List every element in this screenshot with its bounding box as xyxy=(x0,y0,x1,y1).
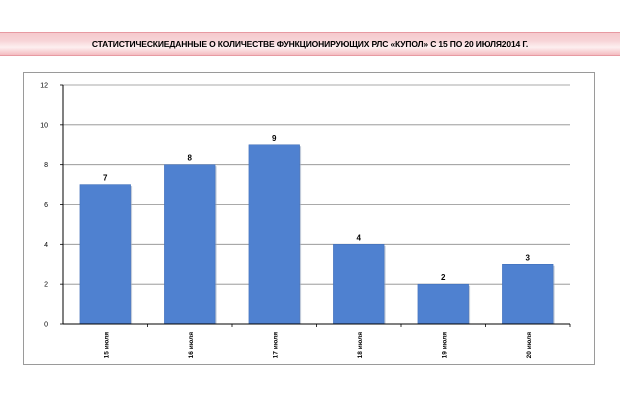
y-tick-label: 12 xyxy=(40,83,48,90)
x-tick-label: 16 июля xyxy=(188,332,195,359)
bars xyxy=(79,144,555,325)
labels: 0 2 4 6 8 10 12 7 15 июля 8 16 июля 9 17 июля 4 18 июл… xyxy=(40,83,533,359)
bar xyxy=(248,144,300,325)
data-label: 9 xyxy=(272,134,277,143)
data-label: 3 xyxy=(526,253,531,262)
y-tick-label: 4 xyxy=(44,242,48,249)
grid-lines xyxy=(63,84,570,285)
bar xyxy=(164,164,216,325)
data-label: 2 xyxy=(441,273,446,282)
x-tick-label: 19 июля xyxy=(441,332,448,359)
chart-title: СТАТИСТИЧЕСКИЕДАННЫЕ О КОЛИЧЕСТВЕ ФУНКЦИ… xyxy=(91,39,529,49)
x-tick-label: 20 июля xyxy=(526,332,533,359)
y-tick-label: 8 xyxy=(44,162,48,169)
x-tick-label: 15 июля xyxy=(103,332,110,359)
axes xyxy=(60,84,571,327)
y-tick-label: 2 xyxy=(44,282,48,289)
bar xyxy=(417,283,469,325)
x-tick-label: 17 июля xyxy=(272,332,279,359)
y-tick-label: 6 xyxy=(44,202,48,209)
y-tick-label: 10 xyxy=(40,122,48,129)
y-tick-label: 0 xyxy=(44,322,48,329)
x-tick-label: 18 июля xyxy=(357,332,364,359)
bar xyxy=(333,244,385,325)
data-label: 8 xyxy=(188,154,193,163)
title-banner: СТАТИСТИЧЕСКИЕДАННЫЕ О КОЛИЧЕСТВЕ ФУНКЦИ… xyxy=(0,32,620,56)
bar xyxy=(502,264,554,325)
bar xyxy=(79,184,131,325)
data-label: 7 xyxy=(103,174,108,183)
data-label: 4 xyxy=(357,233,362,242)
